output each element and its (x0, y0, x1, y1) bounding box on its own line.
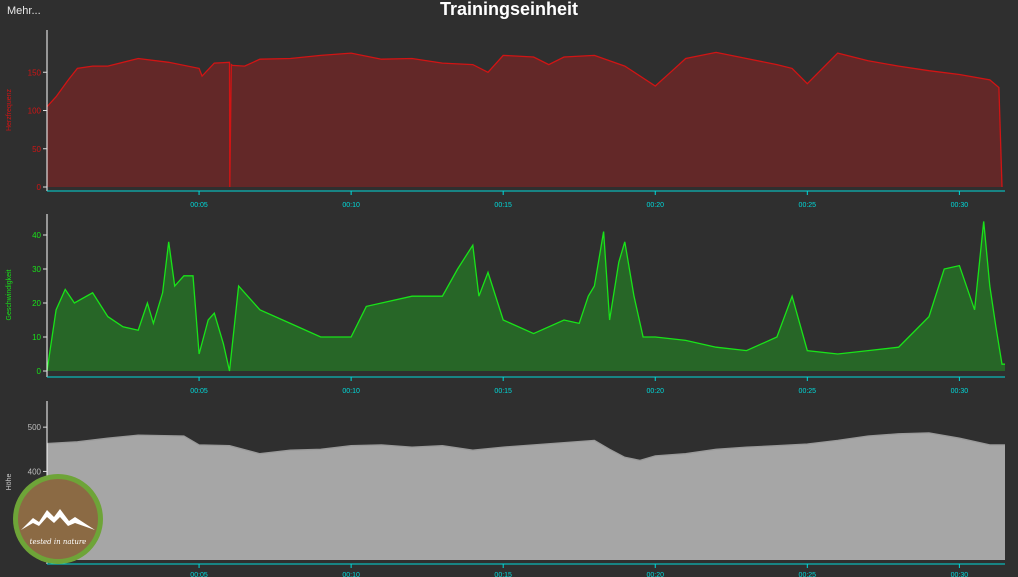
heart-rate-x-tick-label: 00:05 (190, 202, 208, 209)
tested-in-nature-logo: tested in nature (13, 474, 103, 564)
altitude-y-tick-label: 400 (28, 467, 42, 476)
heart-rate-x-tick-label: 00:30 (951, 202, 969, 209)
altitude-y-axis-label: Höhe (6, 474, 13, 491)
speed-y-tick-label: 0 (37, 367, 42, 376)
logo-text: tested in nature (30, 538, 87, 546)
heart-rate-x-tick-label: 00:25 (799, 202, 817, 209)
speed-x-tick-label: 00:20 (646, 388, 664, 395)
speed-y-tick-label: 40 (32, 231, 41, 240)
speed-y-tick-label: 30 (32, 265, 41, 274)
altitude-x-tick-label: 00:20 (646, 572, 664, 577)
heart-rate-x-tick-label: 00:20 (646, 202, 664, 209)
heart-rate-chart: 0 50 100 150 00:05 00:10 00:15 00:20 00:25 00:30 H… (6, 30, 1005, 209)
speed-x-tick-label: 00:10 (342, 388, 360, 395)
speed-x-tick-label: 00:05 (190, 388, 208, 395)
altitude-area (47, 432, 1005, 560)
heart-rate-line (46, 51, 1003, 188)
speed-y-tick-label: 10 (32, 333, 41, 342)
more-menu-button[interactable]: Mehr... (7, 5, 41, 17)
altitude-x-tick-label: 00:25 (799, 572, 817, 577)
speed-y-axis-label: Geschwindigkeit (6, 269, 13, 320)
heart-rate-y-tick-label: 0 (37, 183, 42, 192)
speed-x-tick-label: 00:25 (799, 388, 817, 395)
speed-x-tick-label: 00:30 (951, 388, 969, 395)
speed-y-tick-label: 20 (32, 299, 41, 308)
altitude-chart: 30040050000:0500:1000:1500:2000:2500:30H… (6, 401, 1005, 577)
heart-rate-x-tick-label: 00:10 (342, 202, 360, 209)
heart-rate-area (47, 52, 1002, 188)
heart-rate-y-tick-label: 150 (28, 68, 42, 77)
altitude-x-tick-label: 00:30 (951, 572, 969, 577)
heart-rate-y-tick-label: 50 (32, 145, 41, 154)
speed-area (47, 221, 1005, 371)
speed-line (46, 221, 1005, 372)
speed-x-tick-label: 00:15 (494, 388, 512, 395)
altitude-x-tick-label: 00:15 (494, 572, 512, 577)
heart-rate-y-tick-label: 100 (28, 107, 42, 116)
heart-rate-x-tick-label: 00:15 (494, 202, 512, 209)
page-title: Trainingseinheit (439, 0, 579, 19)
altitude-x-tick-label: 00:05 (190, 572, 208, 577)
altitude-x-tick-label: 00:10 (342, 572, 360, 577)
altitude-y-tick-label: 500 (28, 423, 42, 432)
heart-rate-y-axis-label: Herzfrequenz (6, 88, 13, 131)
speed-chart: 0 10 20 30 40 00:05 00:10 00:15 00:20 00:25 00:30 G… (6, 214, 1005, 395)
altitude-line (46, 432, 1005, 462)
